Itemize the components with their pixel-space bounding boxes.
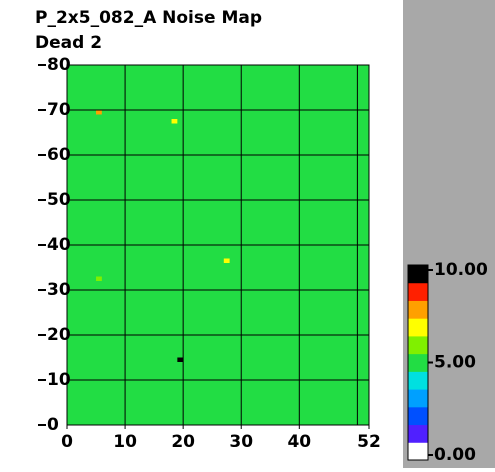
- y-tick-label: 20: [47, 325, 71, 345]
- colorbar-band: [408, 300, 428, 319]
- colorbar-band: [408, 406, 428, 426]
- x-tick-label: 0: [61, 432, 73, 452]
- colorbar-band: [408, 282, 428, 301]
- dead-cell: [177, 357, 184, 362]
- y-tick-label: 70: [47, 100, 71, 120]
- colorbar-band: [408, 265, 428, 284]
- heatmap-cell: [96, 110, 102, 115]
- y-tick-label: 40: [47, 235, 71, 255]
- x-tick-label: 10: [113, 432, 137, 452]
- y-tick-label: 0: [47, 415, 59, 435]
- y-tick-label: 60: [47, 145, 71, 165]
- colorbar-band: [408, 424, 428, 443]
- colorbar-band: [408, 371, 428, 390]
- colorbar-tick-label: 0.00: [434, 445, 476, 465]
- x-tick-label: 52: [357, 432, 381, 452]
- colorbar-band: [408, 389, 428, 408]
- y-tick-label: 50: [47, 190, 71, 210]
- colorbar-tick-label: 5.00: [434, 353, 476, 373]
- heatmap-cell: [171, 119, 178, 124]
- y-tick-label: 30: [47, 280, 71, 300]
- x-tick-label: 40: [287, 432, 311, 452]
- chart-subtitle: Dead 2: [35, 33, 102, 53]
- colorbar-band: [408, 353, 428, 372]
- colorbar-tick-label: 10.00: [434, 260, 488, 280]
- heatmap-cell: [96, 276, 102, 281]
- x-tick-label: 20: [171, 432, 195, 452]
- y-tick-label: 80: [47, 55, 71, 75]
- colorbar-band: [408, 442, 428, 461]
- y-tick-label: 10: [47, 370, 71, 390]
- colorbar-band: [408, 335, 428, 355]
- plot-frame: [66, 64, 370, 426]
- chart-title: P_2x5_082_A Noise Map: [35, 8, 262, 28]
- heatmap-cell: [223, 258, 230, 263]
- x-tick-label: 30: [229, 432, 253, 452]
- colorbar-band: [408, 318, 428, 337]
